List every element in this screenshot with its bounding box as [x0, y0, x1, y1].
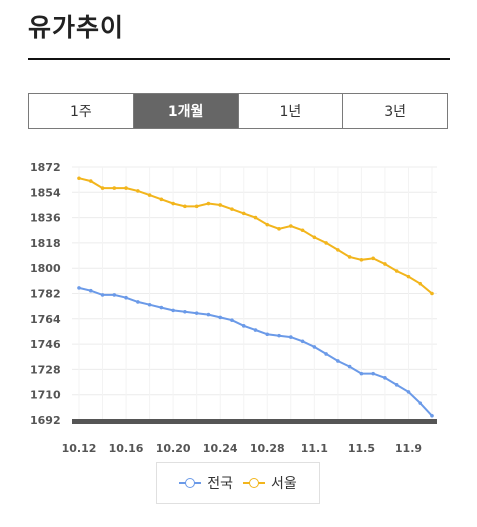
- data-point: [347, 364, 352, 369]
- data-point: [347, 255, 352, 259]
- y-tick-label: 1782: [30, 288, 61, 301]
- data-point: [371, 371, 375, 376]
- data-point: [324, 241, 328, 245]
- data-point: [88, 288, 93, 293]
- x-tick-label: 11.9: [395, 442, 422, 455]
- data-point: [289, 224, 293, 228]
- data-point: [88, 179, 93, 183]
- y-tick-label: 1800: [30, 262, 61, 275]
- data-point: [383, 376, 387, 380]
- y-tick-label: 1836: [30, 212, 61, 225]
- data-point: [206, 201, 211, 206]
- data-point: [218, 315, 222, 320]
- data-point: [289, 335, 293, 339]
- tab-1-week[interactable]: 1주: [29, 94, 134, 128]
- data-point: [324, 352, 328, 356]
- data-point: [112, 186, 117, 190]
- period-tabs: 1주 1개월 1년 3년: [28, 93, 448, 129]
- data-point: [194, 311, 199, 315]
- x-tick-label: 10.12: [62, 442, 97, 455]
- data-point: [77, 286, 81, 290]
- x-tick-label: 10.28: [250, 442, 285, 455]
- data-point: [171, 308, 175, 313]
- data-point: [147, 302, 152, 307]
- data-point: [112, 293, 117, 297]
- series-line-national: [78, 286, 433, 417]
- data-point: [312, 235, 317, 240]
- y-tick-label: 1728: [30, 363, 61, 376]
- y-tick-label: 1710: [30, 389, 61, 402]
- data-point: [253, 328, 258, 332]
- x-tick-label: 10.24: [203, 442, 238, 455]
- title-divider: [28, 58, 450, 60]
- data-point: [136, 300, 140, 304]
- data-point: [253, 215, 258, 220]
- data-point: [277, 227, 281, 231]
- data-point: [124, 295, 128, 300]
- data-point: [218, 203, 222, 207]
- data-point: [124, 186, 128, 190]
- data-point: [147, 193, 152, 197]
- legend-item-national[interactable]: 전국: [179, 473, 233, 493]
- data-point: [300, 339, 305, 344]
- data-point: [206, 312, 211, 317]
- data-point: [312, 345, 317, 349]
- y-tick-label: 1764: [30, 313, 61, 326]
- data-point: [394, 269, 399, 273]
- x-axis-baseline: [72, 419, 437, 424]
- data-point: [230, 207, 234, 211]
- y-tick-label: 1692: [30, 414, 61, 427]
- data-point: [336, 359, 340, 363]
- data-point: [418, 401, 423, 405]
- line-marker-icon: [179, 478, 202, 488]
- data-point: [277, 333, 281, 338]
- data-point: [194, 204, 199, 209]
- x-tick-label: 10.16: [109, 442, 144, 455]
- oil-price-chart: 1872 1854 1836 1818 1800 1782 1764 1746 1728 1710…: [30, 161, 437, 455]
- y-tick-label: 1854: [30, 186, 61, 199]
- data-point: [383, 262, 387, 266]
- y-tick-label: 1818: [30, 237, 61, 250]
- data-point: [241, 324, 246, 328]
- data-point: [100, 293, 105, 297]
- data-point: [183, 309, 187, 314]
- data-point: [418, 281, 423, 286]
- data-point: [159, 305, 164, 310]
- data-point: [406, 274, 411, 279]
- series-line-seoul: [78, 177, 433, 295]
- data-point: [430, 413, 434, 418]
- legend-item-seoul[interactable]: 서울: [243, 473, 297, 493]
- legend-label-national: 전국: [207, 476, 233, 492]
- x-tick-label: 10.20: [156, 442, 191, 455]
- line-marker-icon: [243, 478, 265, 488]
- data-point: [336, 248, 340, 252]
- data-point: [430, 291, 434, 296]
- data-point: [406, 390, 411, 394]
- data-point: [136, 189, 140, 193]
- data-point: [394, 383, 399, 387]
- y-tick-label: 1746: [30, 338, 61, 351]
- data-point: [77, 176, 81, 181]
- x-tick-label: 11.1: [301, 442, 328, 455]
- data-point: [171, 201, 175, 206]
- legend-label-seoul: 서울: [271, 476, 297, 492]
- tab-3-year[interactable]: 3년: [384, 104, 407, 120]
- data-point: [265, 222, 270, 227]
- data-point: [265, 332, 270, 337]
- data-point: [371, 256, 375, 261]
- chart-legend: 전국 서울: [156, 462, 320, 504]
- data-point: [359, 257, 364, 262]
- y-tick-label: 1872: [30, 161, 61, 174]
- data-point: [183, 204, 187, 209]
- data-point: [359, 371, 364, 376]
- page-title: 유가추이: [28, 13, 125, 42]
- data-point: [230, 318, 234, 323]
- data-point: [159, 197, 164, 202]
- data-point: [241, 211, 246, 216]
- tab-1-month[interactable]: 1개월: [133, 94, 239, 128]
- data-point: [100, 186, 105, 190]
- x-tick-label: 11.5: [348, 442, 375, 455]
- tab-1-year[interactable]: 1년: [239, 94, 344, 128]
- data-point: [300, 228, 305, 233]
